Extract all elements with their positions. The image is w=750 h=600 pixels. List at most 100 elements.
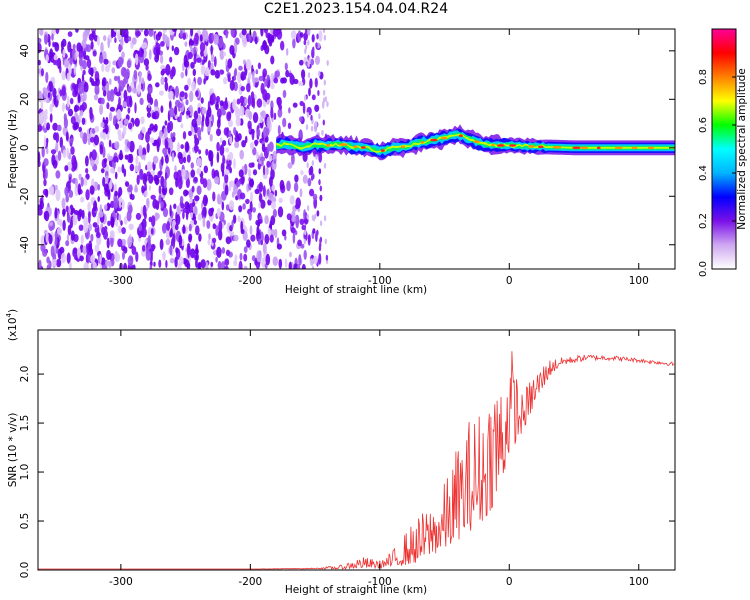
noise-speck <box>174 256 178 268</box>
noise-speck <box>319 237 322 244</box>
noise-speck <box>237 71 242 84</box>
noise-speck <box>143 153 146 161</box>
noise-speck <box>123 89 128 101</box>
noise-speck <box>50 245 55 258</box>
noise-speck <box>122 124 127 136</box>
noise-speck <box>266 116 271 129</box>
noise-speck <box>288 107 291 114</box>
noise-speck <box>322 97 326 104</box>
noise-speck <box>277 108 283 118</box>
noise-speck <box>171 152 175 162</box>
noise-speck <box>146 111 152 118</box>
noise-speck <box>263 29 269 34</box>
noise-speck <box>252 97 256 109</box>
noise-speck <box>318 30 323 42</box>
noise-speck <box>184 84 189 91</box>
noise-speck <box>286 180 291 192</box>
noise-speck <box>134 53 139 66</box>
noise-speck <box>118 134 123 142</box>
noise-speck <box>116 109 122 121</box>
noise-speck <box>279 104 283 111</box>
noise-speck <box>129 140 135 153</box>
noise-speck <box>318 245 322 252</box>
noise-speck <box>321 129 324 136</box>
noise-speck <box>174 105 178 116</box>
noise-speck <box>190 61 195 69</box>
noise-speck <box>166 221 171 232</box>
noise-speck <box>72 43 76 50</box>
noise-speck <box>116 212 120 221</box>
noise-speck <box>81 117 86 126</box>
noise-speck <box>295 203 300 210</box>
noise-speck <box>214 69 220 79</box>
noise-speck <box>85 168 89 174</box>
noise-speck <box>314 104 320 113</box>
noise-speck <box>138 71 142 83</box>
noise-speck <box>208 207 214 217</box>
noise-speck <box>83 262 89 269</box>
noise-speck <box>216 151 220 163</box>
noise-speck <box>183 156 187 164</box>
signal-hotspot <box>596 146 601 150</box>
noise-speck <box>207 239 211 246</box>
noise-speck <box>175 99 181 108</box>
noise-speck <box>309 188 315 197</box>
noise-speck <box>250 234 256 242</box>
noise-speck <box>165 259 168 269</box>
noise-speck <box>168 120 174 132</box>
noise-speck <box>137 83 142 91</box>
noise-speck <box>169 107 175 118</box>
noise-speck <box>113 75 119 82</box>
noise-speck <box>98 211 104 218</box>
noise-speck <box>266 160 271 168</box>
noise-speck <box>103 183 109 193</box>
noise-speck <box>229 135 233 145</box>
noise-speck <box>298 129 303 138</box>
noise-speck <box>86 58 92 69</box>
noise-speck <box>106 202 111 211</box>
noise-speck <box>219 100 224 106</box>
noise-speck <box>159 238 164 251</box>
noise-speck <box>134 187 139 193</box>
noise-speck <box>219 49 225 60</box>
noise-speck <box>237 215 241 223</box>
noise-speck <box>264 78 268 87</box>
noise-speck <box>175 177 179 188</box>
noise-speck <box>249 225 253 236</box>
noise-speck <box>45 168 48 179</box>
noise-speck <box>148 49 152 60</box>
noise-speck <box>238 260 243 269</box>
noise-speck <box>128 223 134 230</box>
snr-scale-label: (x104) <box>5 309 19 341</box>
noise-speck <box>94 125 100 133</box>
noise-speck <box>241 29 247 36</box>
noise-speck <box>274 70 281 78</box>
noise-speck <box>318 168 322 175</box>
y-tick-label: 1.0 <box>19 464 31 481</box>
noise-speck <box>260 231 264 243</box>
noise-speck <box>52 87 57 98</box>
noise-speck <box>97 215 100 226</box>
noise-speck <box>162 207 169 218</box>
noise-speck <box>272 256 278 267</box>
noise-speck <box>121 227 126 235</box>
noise-speck <box>148 87 153 94</box>
noise-speck <box>138 223 143 232</box>
noise-speck <box>50 54 55 63</box>
noise-speck <box>255 219 261 226</box>
noise-speck <box>246 239 251 248</box>
noise-speck <box>197 126 202 138</box>
noise-speck <box>109 106 116 112</box>
signal-hotspot <box>400 145 406 149</box>
noise-speck <box>56 218 61 226</box>
noise-speck <box>297 239 302 247</box>
noise-speck <box>190 162 194 169</box>
noise-speck <box>262 185 266 198</box>
noise-speck <box>89 76 93 83</box>
noise-speck <box>66 252 71 264</box>
signal-hotspot <box>491 143 495 147</box>
noise-speck <box>247 120 252 130</box>
noise-speck <box>184 141 190 153</box>
snr-frame <box>37 329 676 571</box>
noise-speck <box>61 70 66 81</box>
